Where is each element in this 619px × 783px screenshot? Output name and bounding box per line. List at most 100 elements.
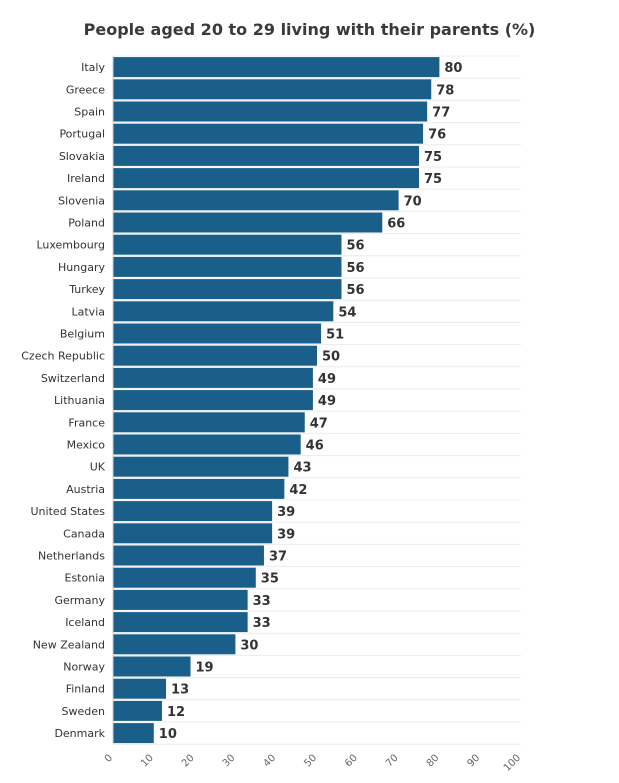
x-tick-label: 70 xyxy=(384,753,401,770)
x-tick-label: 60 xyxy=(343,753,360,770)
bar xyxy=(113,212,383,233)
value-label: 50 xyxy=(322,350,340,365)
bar xyxy=(113,523,273,544)
category-label: UK xyxy=(90,461,106,474)
x-tick-label: 0 xyxy=(103,753,115,765)
category-label: Portugal xyxy=(59,128,105,141)
value-label: 12 xyxy=(167,705,185,720)
category-label: Iceland xyxy=(65,616,105,629)
category-label: Slovenia xyxy=(58,194,105,207)
bar xyxy=(113,256,342,277)
bar xyxy=(113,501,273,522)
category-label: United States xyxy=(31,505,106,518)
category-label: Norway xyxy=(63,661,105,674)
value-label: 75 xyxy=(424,172,442,187)
value-label: 10 xyxy=(159,727,177,742)
category-label: Estonia xyxy=(65,572,106,585)
category-label: Mexico xyxy=(67,439,106,452)
bar xyxy=(113,612,248,633)
category-label: France xyxy=(68,416,105,429)
value-label: 80 xyxy=(444,61,462,76)
bar xyxy=(113,323,322,344)
value-label: 49 xyxy=(318,394,336,409)
category-label: Slovakia xyxy=(59,150,105,163)
category-label: New Zealand xyxy=(33,638,105,651)
bar xyxy=(113,545,264,566)
x-tick-label: 80 xyxy=(425,753,442,770)
x-tick-label: 40 xyxy=(262,753,279,770)
bar xyxy=(113,634,236,655)
bar xyxy=(113,367,313,388)
category-label: Ireland xyxy=(67,172,105,185)
value-label: 33 xyxy=(253,616,271,631)
x-tick-label: 30 xyxy=(221,753,238,770)
value-label: 56 xyxy=(346,239,364,254)
value-label: 33 xyxy=(253,594,271,609)
category-label: Switzerland xyxy=(41,372,105,385)
value-label: 47 xyxy=(310,416,328,431)
category-label: Germany xyxy=(54,594,105,607)
category-label: Latvia xyxy=(72,305,106,318)
value-label: 51 xyxy=(326,328,344,343)
bar xyxy=(113,700,162,721)
category-label: Luxembourg xyxy=(36,239,105,252)
x-tick-label: 20 xyxy=(180,753,197,770)
category-label: Czech Republic xyxy=(21,350,105,363)
bar xyxy=(113,279,342,300)
value-label: 35 xyxy=(261,572,279,587)
bar xyxy=(113,390,313,411)
chart-title: People aged 20 to 29 living with their p… xyxy=(83,20,536,39)
x-tick-label: 100 xyxy=(502,753,523,774)
category-label: Italy xyxy=(81,61,105,74)
bar xyxy=(113,567,256,588)
value-label: 37 xyxy=(269,550,287,565)
x-tick-label: 50 xyxy=(302,753,319,770)
bar xyxy=(113,723,154,744)
bar xyxy=(113,79,432,100)
value-label: 66 xyxy=(387,217,405,232)
category-label: Spain xyxy=(74,106,105,119)
category-label: Turkey xyxy=(68,283,105,296)
value-label: 76 xyxy=(428,128,446,143)
x-tick-label: 90 xyxy=(466,753,483,770)
category-label: Hungary xyxy=(58,261,105,274)
category-label: Belgium xyxy=(60,328,105,341)
bar xyxy=(113,57,440,78)
value-label: 13 xyxy=(171,683,189,698)
value-label: 75 xyxy=(424,150,442,165)
value-label: 78 xyxy=(436,83,454,98)
value-label: 42 xyxy=(289,483,307,498)
value-label: 39 xyxy=(277,505,295,520)
category-label: Finland xyxy=(66,683,105,696)
bar xyxy=(113,123,424,144)
category-label: Austria xyxy=(66,483,105,496)
category-label: Lithuania xyxy=(54,394,105,407)
category-label: Greece xyxy=(66,83,105,96)
category-label: Canada xyxy=(63,527,105,540)
bar xyxy=(113,656,191,677)
bar xyxy=(113,589,248,610)
category-label: Sweden xyxy=(62,705,105,718)
value-label: 39 xyxy=(277,527,295,542)
bar xyxy=(113,168,419,189)
category-label: Netherlands xyxy=(38,550,105,563)
bar xyxy=(113,456,289,477)
value-label: 30 xyxy=(240,638,258,653)
category-label: Poland xyxy=(68,217,105,230)
value-label: 43 xyxy=(293,461,311,476)
value-label: 49 xyxy=(318,372,336,387)
bar xyxy=(113,678,167,699)
value-label: 70 xyxy=(404,194,422,209)
bar xyxy=(113,412,305,433)
bar xyxy=(113,478,285,499)
value-label: 77 xyxy=(432,106,450,121)
bar xyxy=(113,345,317,366)
bar xyxy=(113,190,399,211)
category-label: Denmark xyxy=(54,727,105,740)
value-label: 54 xyxy=(338,305,356,320)
bar xyxy=(113,301,334,322)
bar xyxy=(113,101,428,122)
value-label: 56 xyxy=(346,283,364,298)
bar xyxy=(113,434,301,455)
